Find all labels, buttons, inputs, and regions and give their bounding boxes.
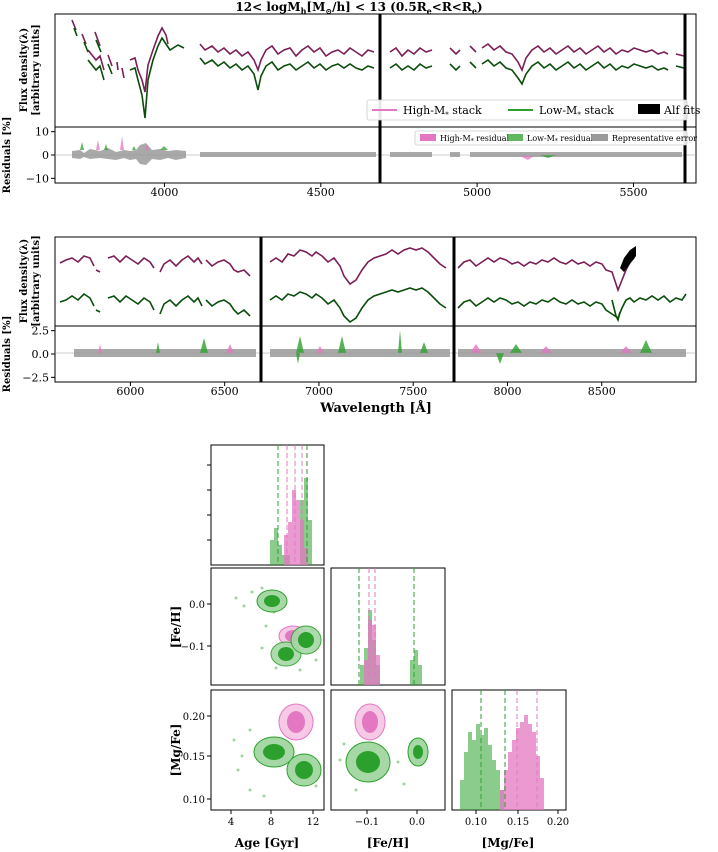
- high-mass-stack-line-1: [71, 19, 685, 93]
- corner-tick-label: 0.10: [183, 795, 205, 806]
- flux-ylabel-2b: [arbitrary units]: [31, 235, 42, 327]
- corner-xlabel-feh: [Fe/H]: [367, 836, 410, 850]
- fit-band-2: [620, 246, 636, 272]
- legend-low-res-label: Low-M* residual: [527, 134, 594, 145]
- hist-mgfe: [451, 689, 567, 811]
- corner-tick-label: 0.10: [465, 817, 487, 828]
- corner-tick-label: −0.1: [181, 642, 205, 653]
- legend-err-swatch: [592, 134, 608, 141]
- legend-high-res-label: High-M* residual: [440, 134, 510, 145]
- res-ylabel-1: Residuals [%]: [2, 117, 13, 194]
- figure-title: 12< logMh[M⊙/h] < 13 (0.5Re<R<Re): [235, 0, 482, 16]
- x-tick-label: 7000: [305, 385, 333, 398]
- x-tick-label: 4500: [307, 186, 335, 199]
- y-tick-label: −2.5: [22, 371, 49, 384]
- low-mass-stack-line-1: [73, 27, 685, 119]
- panel-mgfe-feh: [330, 689, 446, 811]
- y-tick-label: 10: [35, 126, 49, 139]
- spectrum-panel-1: High-M* stack Low-M* stack Alf fits: [54, 13, 701, 128]
- high-mass-stack-line-2: [59, 247, 635, 293]
- x-tick-label: 8500: [588, 385, 616, 398]
- corner-ylabel-feh: [Fe/H]: [169, 606, 183, 649]
- y-tick-label: −10: [26, 172, 49, 185]
- spectrum-panel-2: [54, 236, 697, 327]
- x-axis-label: Wavelength [Å]: [319, 400, 432, 416]
- x-tick-label: 6500: [211, 385, 239, 398]
- x-tick-label: 5500: [619, 186, 647, 199]
- corner-tick-label: 0.15: [507, 817, 529, 828]
- corner-plot: [210, 444, 567, 811]
- legend-high-label: High-M* stack: [403, 104, 482, 119]
- flux-ylabel-1b: [arbitrary units]: [31, 24, 42, 116]
- x-tick-label: 8000: [493, 385, 521, 398]
- low-mass-stack-line-2: [59, 287, 687, 324]
- legend-fit-swatch: [638, 104, 660, 114]
- corner-xlabel-mgfe: [Mg/Fe]: [482, 836, 535, 850]
- residual-error-band-1: [72, 143, 186, 165]
- legend-err-label: Representative error: [612, 134, 697, 143]
- res-ylabel-2: Residuals [%]: [2, 316, 13, 393]
- panel-feh-age: [210, 567, 325, 686]
- corner-xlabel-age: Age [Gyr]: [234, 836, 299, 850]
- hist-feh: [330, 567, 446, 686]
- legend-low-res-swatch: [507, 134, 523, 141]
- corner-tick-label: 0.20: [547, 817, 569, 828]
- flux-ylabel-2a: Flux density(λ): [19, 239, 30, 324]
- y-tick-label: 0.0: [32, 348, 50, 361]
- legend-low-label: Low-M* stack: [539, 104, 614, 119]
- line-legend: High-M* stack Low-M* stack Alf fits: [366, 99, 701, 121]
- x-tick-label: 6000: [116, 385, 144, 398]
- x-tick-label: 7500: [399, 385, 427, 398]
- y-tick-label: 2.5: [32, 325, 50, 338]
- corner-tick-label: 8: [268, 817, 274, 828]
- x-tick-label: 5000: [463, 186, 491, 199]
- corner-tick-label: 4: [228, 817, 234, 828]
- corner-ylabel-mgfe: [Mg/Fe]: [169, 724, 183, 777]
- corner-tick-label: 0.15: [183, 752, 205, 763]
- high-residual-2: [98, 344, 632, 353]
- residual-legend: High-M* residual Low-M* residual Represe…: [414, 130, 697, 146]
- legend-fit-label: Alf fits: [663, 104, 701, 117]
- corner-tick-label: 12: [307, 817, 320, 828]
- corner-tick-label: −0.1: [355, 817, 379, 828]
- x-tick-label: 4000: [150, 186, 178, 199]
- flux-ylabel-1a: Flux density(λ): [19, 28, 30, 113]
- y-tick-label: 0: [42, 149, 49, 162]
- corner-tick-label: 0.0: [409, 817, 425, 828]
- legend-high-res-swatch: [420, 134, 436, 141]
- residual-panel-1: High-M* residual Low-M* residual Represe…: [54, 126, 697, 184]
- corner-tick-label: 0.0: [189, 600, 205, 611]
- corner-tick-label: 0.20: [183, 712, 205, 723]
- panel-mgfe-age: [210, 689, 325, 811]
- hist-age: [210, 444, 325, 566]
- residual-panel-2: [54, 325, 697, 383]
